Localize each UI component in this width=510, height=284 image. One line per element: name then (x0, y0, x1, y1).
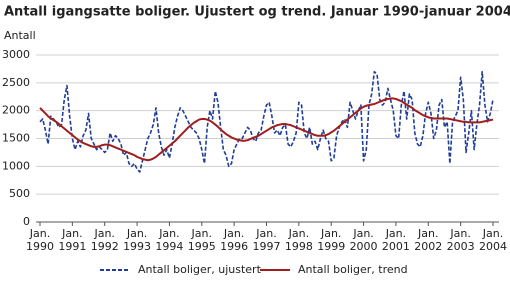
x-tick-label: Jan. 1993 (123, 227, 152, 253)
y-axis-label: Antall (4, 29, 36, 42)
line-series (39, 70, 494, 173)
x-tick-label: Jan. 1992 (90, 227, 119, 253)
x-tick-label: Jan. 1994 (155, 227, 184, 253)
legend-label: Antall boliger, ujustert (138, 263, 262, 276)
x-tick-label: Jan. 1998 (284, 227, 313, 253)
legend-label: Antall boliger, trend (298, 263, 408, 276)
x-tick-label: Jan. 1995 (187, 227, 216, 253)
x-tick-label: Jan. 1996 (220, 227, 249, 253)
x-tick-label: Jan. 2003 (446, 227, 475, 253)
x-tick-label: Jan. 1997 (252, 227, 281, 253)
y-tick-label: 2500 (2, 76, 30, 89)
x-tick-label: Jan. 1999 (317, 227, 346, 253)
y-tick-label: 3000 (2, 48, 30, 61)
x-tick-label: Jan. 1990 (26, 227, 54, 253)
y-tick-label: 1500 (2, 132, 30, 145)
y-tick-label: 1000 (2, 159, 30, 172)
line-series (39, 97, 494, 162)
chart-title: Antall igangsatte boliger. Ujustert og t… (4, 5, 510, 20)
y-tick-label: 2000 (2, 104, 30, 117)
x-tick-label: Jan. 2001 (381, 227, 410, 253)
x-tick-label: Jan. 2000 (349, 227, 378, 253)
x-tick-label: Jan. 2004 (479, 227, 507, 253)
y-tick-label: 0 (23, 215, 30, 228)
y-tick-label: 500 (9, 187, 30, 200)
x-tick-label: Jan. 1991 (58, 227, 87, 253)
x-tick-label: Jan. 2002 (414, 227, 443, 253)
